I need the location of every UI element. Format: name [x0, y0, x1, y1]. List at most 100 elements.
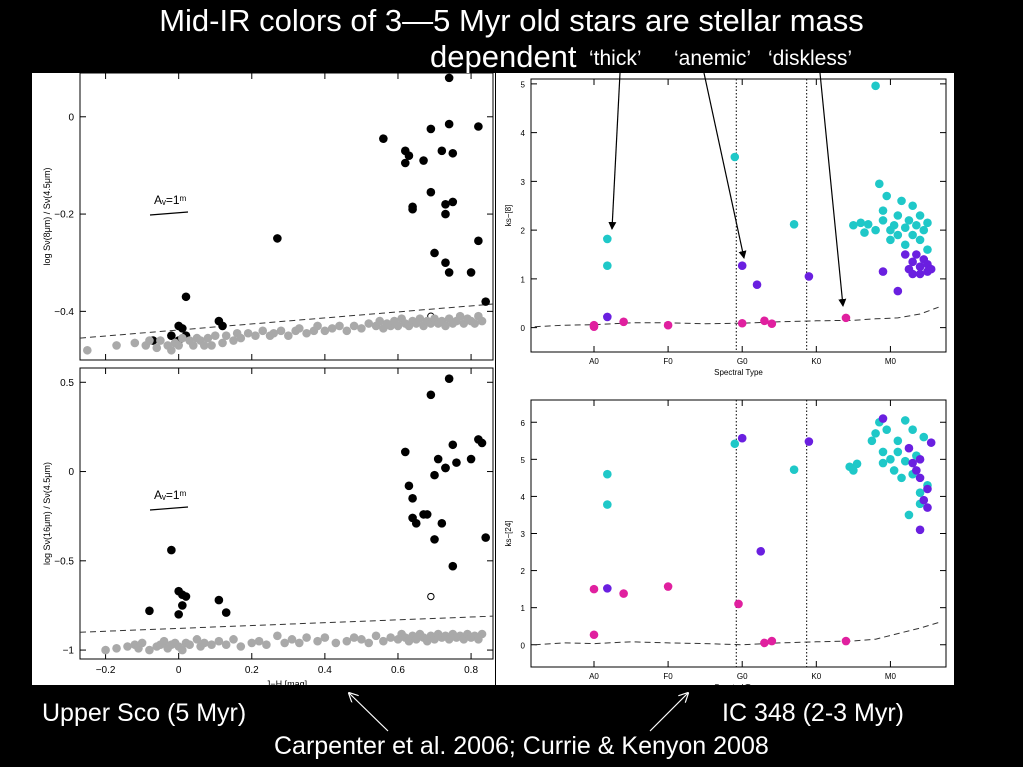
data-point-purple: [926, 438, 936, 447]
data-point-gray: [371, 631, 381, 641]
y-tick-label: −0.5: [54, 556, 74, 567]
data-point-magenta: [663, 320, 673, 330]
data-point-black: [481, 533, 490, 542]
data-point-magenta: [767, 636, 777, 646]
photosphere-line: [79, 615, 494, 633]
x-tick-label: 0.8: [464, 665, 478, 676]
slide-title-line-1: Mid-IR colors of 3—5 Myr old stars are s…: [159, 3, 864, 38]
data-point-gray: [145, 336, 154, 345]
data-point-purple: [603, 312, 612, 322]
data-point-magenta: [760, 638, 769, 648]
data-point-purple: [908, 269, 917, 279]
data-point-gray: [207, 341, 216, 350]
data-point-gray: [287, 635, 297, 644]
data-point-cyan: [893, 211, 903, 220]
data-point-black: [145, 606, 154, 616]
data-point-gray: [320, 633, 330, 642]
data-point-purple: [900, 250, 910, 259]
data-point-purple: [804, 272, 814, 281]
data-point-magenta: [589, 584, 599, 594]
data-point-cyan: [730, 439, 740, 449]
y-tick-label: −0.2: [54, 210, 74, 221]
data-point-black: [426, 124, 436, 134]
title-dependent: dependent: [430, 39, 577, 74]
data-point-gray: [276, 326, 286, 336]
data-point-cyan: [871, 81, 880, 91]
data-point-cyan: [875, 179, 884, 189]
data-point-purple: [878, 414, 888, 423]
data-point-gray: [207, 640, 216, 650]
data-point-black: [167, 545, 176, 555]
y-axis-label: ks−[24]: [504, 520, 513, 546]
data-point-gray: [280, 638, 289, 648]
data-point-cyan: [908, 230, 917, 240]
y-tick-label: 1: [521, 275, 526, 284]
data-point-gray: [159, 636, 169, 646]
data-point-gray: [313, 321, 322, 331]
data-point-purple: [603, 584, 612, 593]
data-point-cyan: [900, 416, 910, 425]
data-point-gray: [284, 331, 293, 340]
x-tick-label: M0: [885, 357, 897, 366]
annotation-diskless: ‘diskless’: [768, 47, 853, 70]
data-point-magenta: [619, 317, 628, 327]
data-point-black: [441, 200, 450, 209]
data-point-gray: [357, 635, 366, 644]
data-point-cyan: [900, 223, 910, 232]
data-point-cyan: [878, 216, 888, 225]
data-point-gray: [455, 311, 465, 321]
data-point-gray: [174, 341, 183, 350]
data-point-gray: [137, 638, 147, 648]
data-point-cyan: [923, 218, 932, 228]
data-point-cyan: [908, 201, 917, 211]
data-point-black: [437, 519, 447, 528]
data-point-magenta: [841, 313, 851, 323]
data-point-purple: [756, 547, 766, 556]
data-point-gray: [386, 633, 395, 642]
data-point-black: [477, 438, 487, 448]
x-tick-label: −0.2: [96, 665, 116, 676]
data-point-gray: [178, 645, 187, 655]
chart-upper-left: 0 −0.2 −0.4 Aᵥ=1ᵐ log Sν(8μm) / Sν(4.5μm): [42, 72, 494, 361]
photosphere-curve: [534, 622, 939, 646]
data-point-cyan: [860, 228, 869, 237]
data-point-black: [167, 331, 176, 340]
data-point-black: [444, 374, 454, 384]
data-point-magenta: [841, 636, 851, 646]
x-tick-label: K0: [811, 357, 821, 366]
data-point-black: [444, 73, 454, 83]
x-tick-label: 0.2: [245, 665, 259, 676]
data-point-purple: [915, 525, 925, 535]
x-tick-label: A0: [589, 357, 599, 366]
data-point-gray: [269, 328, 279, 338]
data-point-black: [444, 268, 454, 277]
data-point-cyan: [886, 235, 895, 245]
left-caption: Upper Sco (5 Myr): [42, 699, 247, 727]
data-point-black: [452, 458, 461, 467]
data-point-black: [178, 601, 187, 610]
data-point-black: [178, 324, 187, 333]
data-point-purple: [912, 250, 921, 259]
data-point-purple: [915, 269, 925, 279]
x-tick-label: G0: [737, 672, 748, 681]
x-tick-label: 0: [176, 665, 182, 676]
data-point-purple: [926, 264, 936, 274]
y-tick-label: 0: [68, 467, 74, 478]
data-point-cyan: [904, 216, 914, 225]
right-figure-svg: 0 1 2 3 4 5 A0 F0 G0 K0 M0 ks−[8] Spectral Type 0 1 2 3 4…: [504, 78, 947, 692]
arrow-anemic: [703, 72, 747, 259]
data-point-purple: [737, 261, 747, 271]
photosphere-curve: [534, 306, 939, 328]
data-point-cyan: [871, 225, 880, 235]
reddening-vector: [149, 506, 189, 511]
data-point-black: [426, 390, 436, 400]
data-point-black: [437, 146, 447, 156]
data-point-gray: [393, 321, 403, 331]
data-point-black: [441, 258, 450, 268]
data-point-gray: [199, 638, 209, 648]
data-point-magenta: [734, 599, 743, 609]
data-point-gray: [294, 324, 304, 333]
data-point-gray: [251, 331, 260, 340]
y-tick-label: 4: [521, 493, 526, 502]
